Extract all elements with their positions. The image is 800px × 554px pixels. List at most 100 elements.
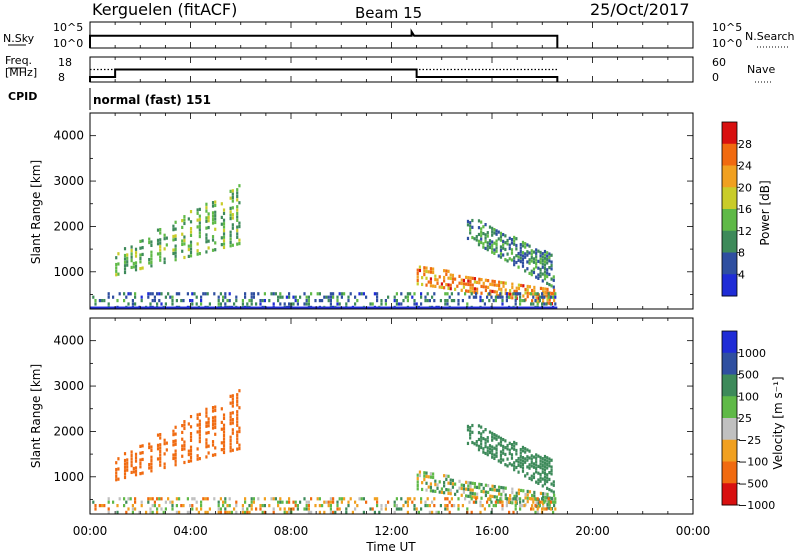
velocity-cell <box>115 467 118 472</box>
velocity-cell <box>222 440 226 444</box>
velocity-cell <box>484 490 488 494</box>
power-cell <box>499 231 503 235</box>
power-cell <box>532 257 536 261</box>
velocity-cell <box>126 461 129 465</box>
velocity-cell <box>532 500 535 504</box>
power-cell <box>174 237 177 241</box>
power-cell <box>443 275 446 280</box>
velocity-cell <box>123 458 127 463</box>
power-cell <box>189 209 193 214</box>
velocity-cell <box>207 430 210 435</box>
velocity-cell <box>217 510 220 514</box>
velocity-cell <box>141 451 144 455</box>
power-cell <box>279 295 282 299</box>
power-cell <box>94 298 97 303</box>
colorbar-tick-label: 500 <box>738 369 759 382</box>
power-cell <box>196 242 199 246</box>
velocity-cell <box>147 497 150 501</box>
velocity-cell <box>532 455 536 459</box>
power-cell <box>423 272 426 277</box>
velocity-cell <box>229 394 232 398</box>
power-cell <box>413 298 416 303</box>
power-cell <box>134 247 138 251</box>
velocity-cell <box>150 445 153 449</box>
velocity-cell <box>117 457 120 461</box>
velocity-cell <box>493 488 496 492</box>
power-cell <box>139 239 142 243</box>
power-cell <box>411 295 414 299</box>
power-cell <box>514 295 517 299</box>
velocity-cell <box>506 457 509 461</box>
velocity-cell <box>228 510 231 514</box>
velocity-cell <box>471 423 474 428</box>
velocity-cell <box>347 500 350 504</box>
power-cell <box>150 240 153 244</box>
velocity-cell <box>488 447 492 451</box>
velocity-cell <box>172 433 175 437</box>
velocity-cell <box>200 500 203 504</box>
velocity-cell <box>183 447 186 451</box>
velocity-cell <box>453 503 456 508</box>
power-cell <box>198 207 201 211</box>
power-cell <box>327 295 330 299</box>
velocity-cell <box>360 497 363 501</box>
velocity-cell <box>530 507 533 511</box>
velocity-cell <box>451 485 455 489</box>
power-cell <box>214 200 217 204</box>
nave-axis-bottom: 0 <box>712 71 719 84</box>
velocity-cell <box>519 464 522 469</box>
velocity-cell <box>546 492 549 496</box>
power-cell <box>436 281 439 285</box>
power-cell <box>546 291 549 295</box>
velocity-cell <box>160 497 163 501</box>
power-cell <box>214 214 217 218</box>
power-cell <box>217 295 220 299</box>
x-tick-label: 16:00 <box>475 524 510 538</box>
velocity-cell <box>462 490 466 494</box>
velocity-cell <box>211 426 215 430</box>
power-cell <box>204 292 207 296</box>
power-cell <box>134 254 138 258</box>
velocity-cell <box>447 481 450 485</box>
velocity-cell <box>329 507 332 511</box>
power-cell <box>486 295 489 299</box>
power-cell <box>513 256 516 260</box>
velocity-cell <box>307 500 310 504</box>
velocity-cell <box>387 500 390 504</box>
velocity-cell <box>231 401 234 405</box>
velocity-cell <box>524 450 527 454</box>
colorbar-tick-label: −100 <box>738 456 768 469</box>
power-cell <box>384 298 387 303</box>
power-cell <box>541 265 544 269</box>
power-cell <box>187 217 190 221</box>
velocity-cell <box>478 482 481 486</box>
velocity-cell <box>477 431 481 435</box>
power-cell <box>515 247 518 251</box>
power-cell <box>231 223 234 227</box>
power-cell <box>416 271 419 276</box>
velocity-cell <box>552 500 555 504</box>
velocity-cell <box>189 425 193 429</box>
power-cell <box>511 285 514 290</box>
power-cell <box>515 243 518 248</box>
velocity-cell <box>162 510 165 514</box>
velocity-cell <box>501 503 504 508</box>
velocity-cell <box>395 507 398 511</box>
power-cell <box>354 295 357 299</box>
power-cell <box>531 299 534 303</box>
power-cell <box>263 292 266 296</box>
velocity-cell <box>466 507 469 511</box>
velocity-cell <box>305 507 308 511</box>
power-cell <box>548 283 551 287</box>
power-cell <box>187 254 190 258</box>
y-tick-label: 4000 <box>53 129 84 143</box>
power-cell <box>488 245 492 250</box>
velocity-cell <box>539 462 542 466</box>
power-cell <box>509 289 512 293</box>
power-cell <box>150 260 153 265</box>
power-cell <box>478 277 481 281</box>
velocity-cell <box>492 503 495 508</box>
power-cell <box>479 298 482 303</box>
nsky-axis-top: 10^5 <box>53 21 83 34</box>
velocity-cell <box>475 500 478 504</box>
